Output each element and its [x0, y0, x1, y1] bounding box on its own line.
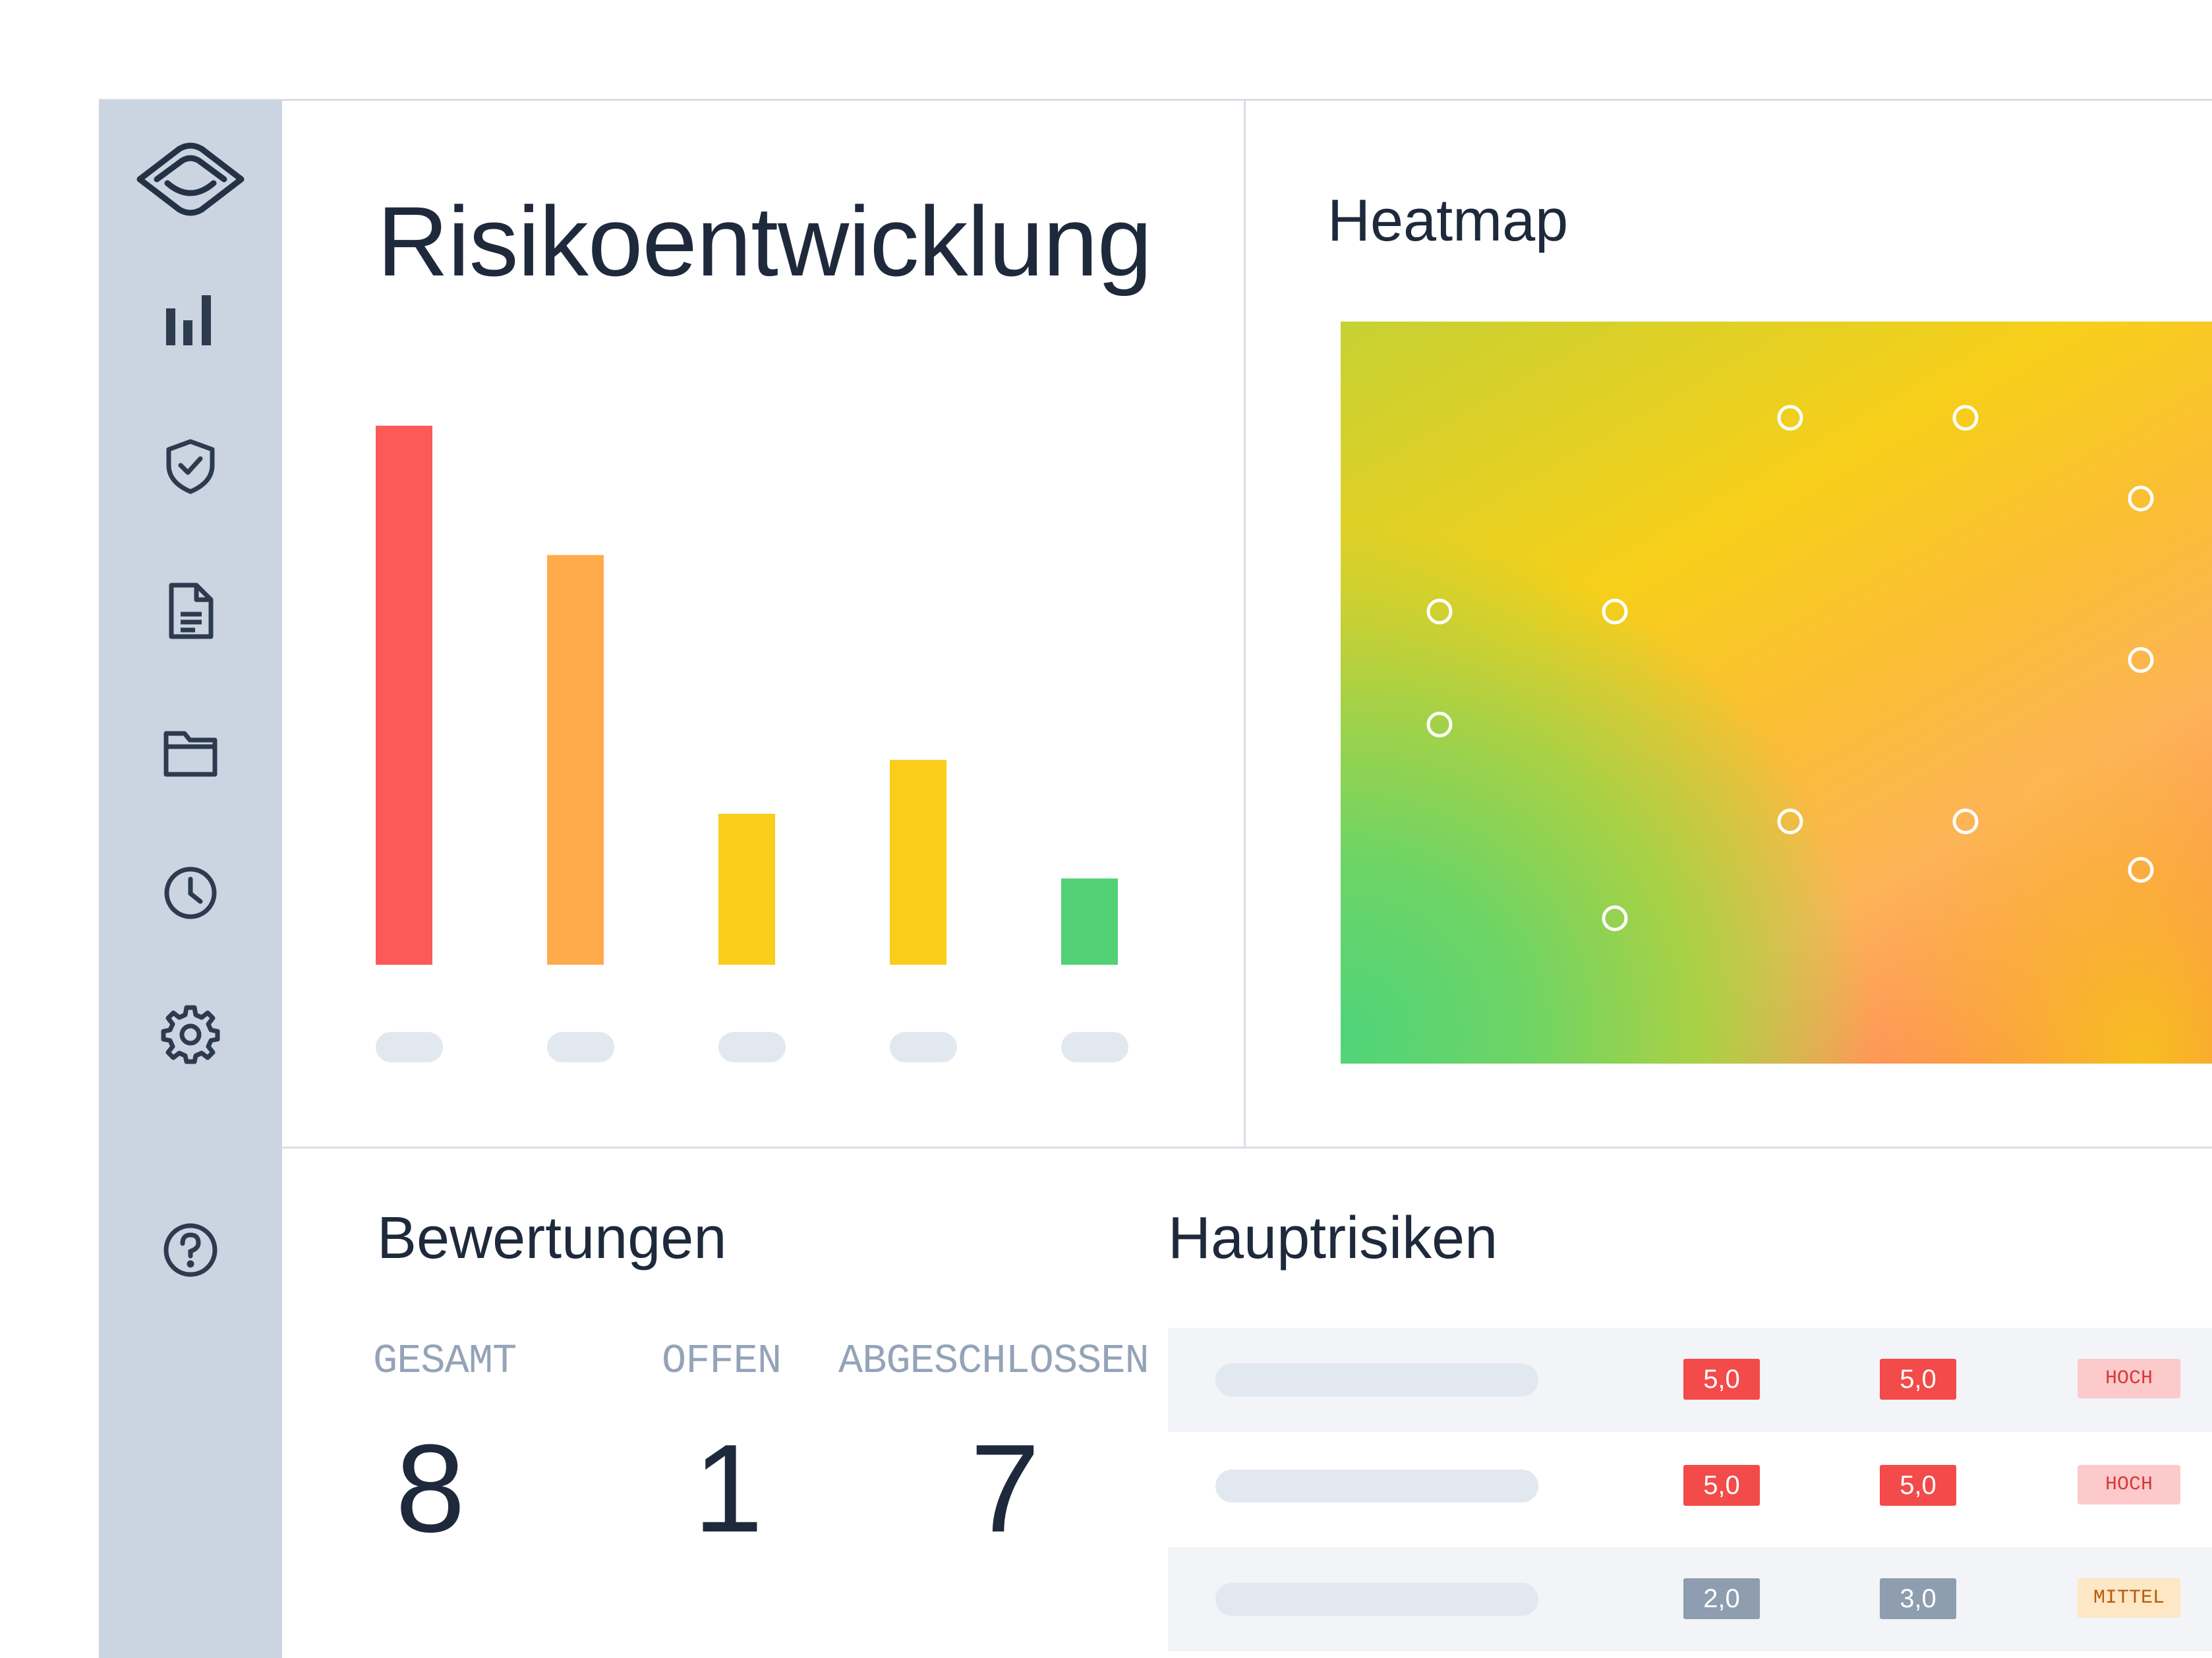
nav-item-folders[interactable] [99, 723, 282, 782]
x-tick-label-placeholder [718, 1032, 786, 1062]
heatmap-title: Heatmap [1327, 188, 1569, 254]
risk-chart-title: Risikoentwicklung [377, 186, 1152, 297]
bar[interactable] [376, 426, 432, 965]
heatmap-point[interactable] [1426, 712, 1453, 737]
heatmap-point[interactable] [2128, 486, 2154, 511]
heatmap-point[interactable] [1952, 405, 1979, 431]
bar-chart-icon [166, 295, 211, 345]
risk-name-placeholder [1215, 1583, 1538, 1616]
risk-name-placeholder [1215, 1363, 1538, 1396]
bar[interactable] [718, 813, 775, 965]
risk-name-placeholder [1215, 1470, 1538, 1502]
nav-item-help[interactable] [99, 1220, 282, 1280]
risk-row[interactable]: 5,0 5,0 HOCH [1168, 1328, 2212, 1432]
nav-item-history[interactable] [99, 863, 282, 923]
help-circle-icon [163, 1223, 218, 1277]
stat-label-closed: ABGESCHLOSSEN [838, 1338, 1150, 1385]
bar[interactable] [547, 555, 604, 965]
heatmap-point[interactable] [1952, 809, 1979, 834]
x-tick-label-placeholder [547, 1032, 614, 1062]
clock-icon [164, 867, 217, 919]
stat-value-open: 1 [693, 1419, 763, 1558]
stat-label-open: OFFEN [662, 1338, 782, 1385]
x-tick-label-placeholder [1061, 1032, 1128, 1062]
stat-label-total: GESAMT [373, 1338, 517, 1385]
x-tick-label-placeholder [376, 1032, 443, 1062]
heatmap-point[interactable] [1777, 405, 1803, 431]
bar[interactable] [890, 760, 946, 965]
risk-row[interactable]: 2,0 3,0 MITTEL [1168, 1547, 2212, 1651]
heatmap-point[interactable] [1602, 598, 1628, 625]
score-badge: 5,0 [1683, 1359, 1760, 1400]
level-badge: MITTEL [2078, 1578, 2180, 1618]
panel-divider-horizontal [282, 1147, 2212, 1149]
sidebar [99, 100, 282, 1658]
folder-icon [163, 731, 218, 777]
risk-bar-chart [376, 426, 1128, 1062]
level-badge: HOCH [2078, 1359, 2180, 1398]
score-badge: 5,0 [1683, 1465, 1760, 1506]
gear-icon [161, 1005, 220, 1064]
eye-logo-icon[interactable] [99, 140, 282, 225]
shield-check-icon [166, 439, 215, 494]
top-border [99, 99, 2212, 101]
nav-item-security[interactable] [99, 436, 282, 496]
heatmap-point[interactable] [2128, 647, 2154, 673]
level-badge: HOCH [2078, 1465, 2180, 1504]
score-badge: 5,0 [1880, 1359, 1956, 1400]
risk-row[interactable]: 5,0 5,0 HOCH [1168, 1434, 2212, 1538]
score-badge: 3,0 [1880, 1578, 1956, 1619]
nav-item-documents[interactable] [99, 581, 282, 641]
nav-item-dashboard[interactable] [99, 290, 282, 349]
document-icon [169, 583, 214, 639]
score-badge: 5,0 [1880, 1465, 1956, 1506]
heatmap-point[interactable] [2128, 857, 2154, 883]
score-badge: 2,0 [1683, 1578, 1760, 1619]
top-risks-title: Hauptrisiken [1168, 1205, 1498, 1271]
stat-value-closed: 7 [970, 1419, 1040, 1558]
panel-divider-vertical [1244, 100, 1246, 1148]
x-tick-label-placeholder [890, 1032, 957, 1062]
nav-item-settings[interactable] [99, 1005, 282, 1064]
heatmap-point[interactable] [1426, 598, 1453, 625]
bar[interactable] [1061, 878, 1118, 965]
heatmap-point[interactable] [1602, 905, 1628, 931]
heatmap-area [1341, 322, 2212, 1064]
heatmap-point[interactable] [1777, 809, 1803, 834]
assessments-title: Bewertungen [377, 1205, 727, 1271]
stat-value-total: 8 [395, 1419, 465, 1558]
